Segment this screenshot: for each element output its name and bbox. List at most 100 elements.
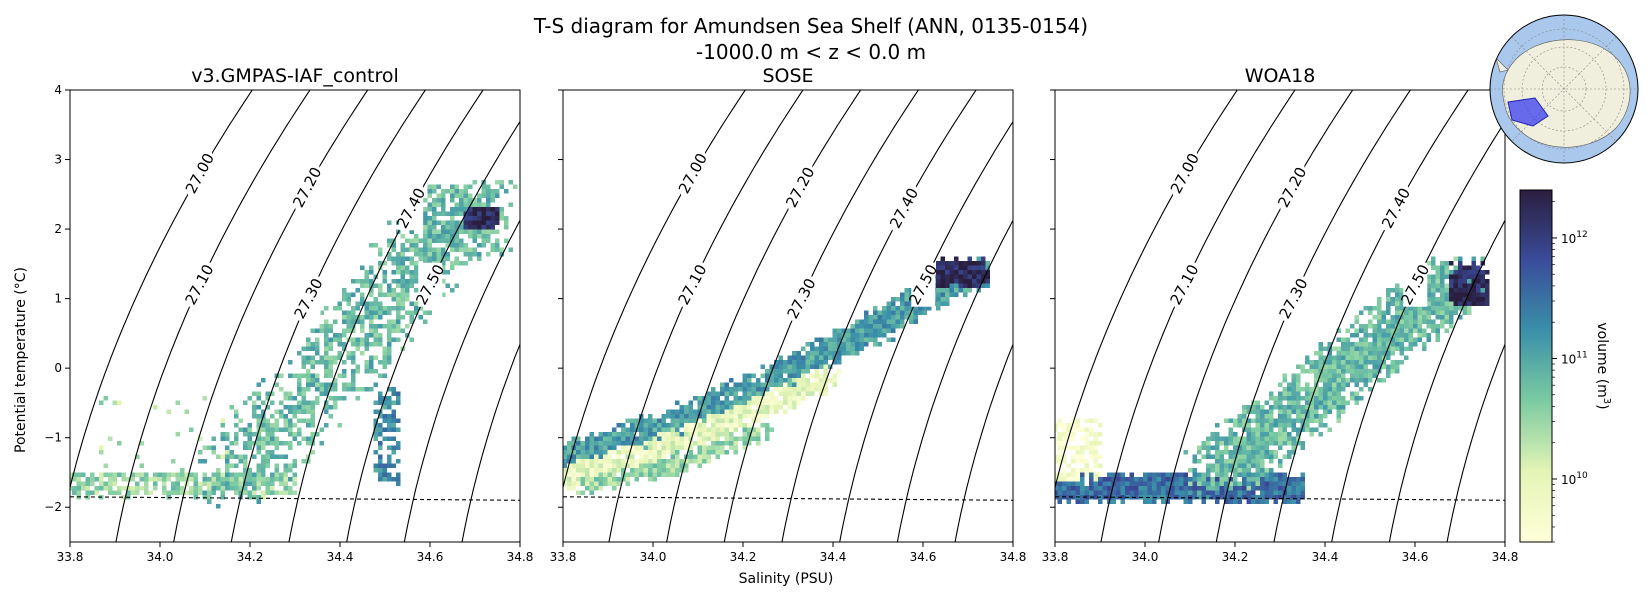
- ts-cell: [270, 472, 275, 477]
- ts-cell: [333, 378, 338, 383]
- y-tick-label: −1: [44, 431, 62, 445]
- ts-cell: [121, 495, 126, 500]
- ts-cell: [580, 450, 585, 455]
- ts-cell: [693, 441, 698, 446]
- ts-cell: [630, 463, 635, 468]
- ts-cell: [706, 436, 711, 441]
- ts-cell: [333, 405, 338, 410]
- ts-cell: [126, 477, 131, 482]
- ts-cell: [486, 238, 491, 243]
- ts-cell: [661, 418, 666, 423]
- ts-cell: [684, 427, 689, 432]
- ts-cell: [625, 436, 630, 441]
- ts-cell: [472, 234, 477, 239]
- ts-cell: [373, 301, 378, 306]
- ts-cell: [567, 481, 572, 486]
- ts-cell: [670, 445, 675, 450]
- ts-cell: [135, 472, 140, 477]
- ts-cell: [238, 472, 243, 477]
- ts-cell: [387, 310, 392, 315]
- ts-cell: [135, 486, 140, 491]
- ts-cell: [288, 445, 293, 450]
- ts-cell: [409, 243, 414, 248]
- ts-cell: [738, 387, 743, 392]
- ts-cell: [225, 454, 230, 459]
- ts-cell: [306, 346, 311, 351]
- ts-cell: [229, 486, 234, 491]
- ts-cell: [283, 414, 288, 419]
- ts-cell: [472, 216, 477, 221]
- ts-cell: [369, 355, 374, 360]
- ts-cell: [81, 481, 86, 486]
- ts-cell: [801, 391, 806, 396]
- ts-cell: [400, 261, 405, 266]
- ts-cell: [202, 481, 207, 486]
- ts-cell: [103, 486, 108, 491]
- ts-cell: [958, 288, 963, 293]
- ts-cell: [432, 229, 437, 234]
- y-tick-label: 3: [54, 153, 62, 167]
- ts-cell: [171, 490, 176, 495]
- ts-cell: [441, 189, 446, 194]
- ts-cell: [216, 481, 221, 486]
- ts-cell: [625, 454, 630, 459]
- ts-cell: [234, 463, 239, 468]
- ts-cell: [256, 436, 261, 441]
- ts-cell: [841, 337, 846, 342]
- ts-cell: [432, 256, 437, 261]
- contour-label-bg: [296, 276, 321, 321]
- ts-cell: [675, 436, 680, 441]
- ts-cell: [625, 445, 630, 450]
- ts-cell: [765, 405, 770, 410]
- ts-cell: [252, 400, 257, 405]
- ts-cell: [621, 436, 626, 441]
- ts-cell: [328, 373, 333, 378]
- ts-cell: [351, 337, 356, 342]
- ts-cell: [418, 256, 423, 261]
- ts-cell: [814, 373, 819, 378]
- ts-cell: [391, 418, 396, 423]
- ts-cell: [648, 427, 653, 432]
- ts-cell: [355, 364, 360, 369]
- ts-cell: [283, 490, 288, 495]
- ts-cell: [598, 445, 603, 450]
- ts-cell: [135, 490, 140, 495]
- ts-cell: [112, 400, 117, 405]
- ts-cell: [495, 216, 500, 221]
- ts-cell: [774, 382, 779, 387]
- ts-cell: [265, 490, 270, 495]
- ts-cell: [297, 418, 302, 423]
- ts-cell: [904, 306, 909, 311]
- ts-cell: [850, 337, 855, 342]
- ts-cell: [283, 463, 288, 468]
- ts-cell: [180, 472, 185, 477]
- ts-cell: [774, 387, 779, 392]
- ts-cell: [891, 310, 896, 315]
- ts-cell: [270, 414, 275, 419]
- ts-cell: [207, 490, 212, 495]
- ts-cell: [472, 198, 477, 203]
- ts-cell: [166, 472, 171, 477]
- ts-cell: [234, 477, 239, 482]
- ts-cell: [855, 319, 860, 324]
- ts-cell: [787, 369, 792, 374]
- ts-cell: [306, 337, 311, 342]
- ts-cell: [796, 373, 801, 378]
- isopycnal-27.80: [519, 537, 520, 542]
- ts-cell: [319, 355, 324, 360]
- ts-cell: [382, 324, 387, 329]
- ts-cell: [940, 301, 945, 306]
- ts-cell: [891, 319, 896, 324]
- ts-cell: [337, 306, 342, 311]
- ts-cell: [342, 328, 347, 333]
- ts-cell: [364, 306, 369, 311]
- ts-cell: [738, 400, 743, 405]
- ts-cell: [454, 243, 459, 248]
- ts-cell: [355, 279, 360, 284]
- ts-cell: [927, 306, 932, 311]
- ts-cell: [877, 319, 882, 324]
- ts-cell: [270, 427, 275, 432]
- ts-cell: [585, 445, 590, 450]
- ts-cell: [252, 486, 257, 491]
- ts-cell: [225, 459, 230, 464]
